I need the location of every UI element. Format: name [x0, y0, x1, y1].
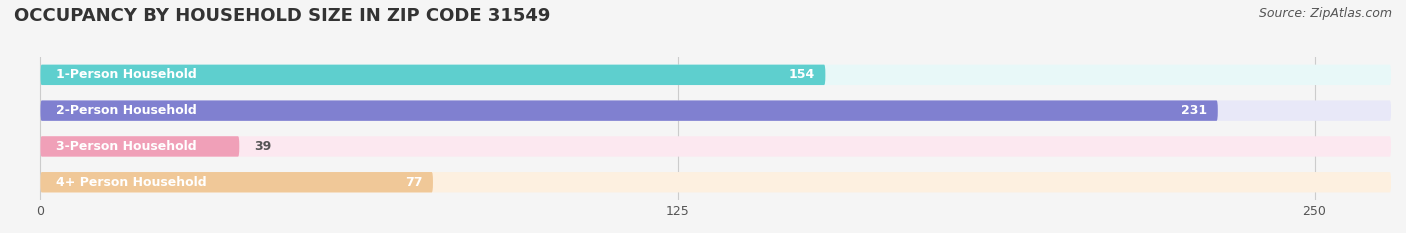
- FancyBboxPatch shape: [41, 136, 1391, 157]
- FancyBboxPatch shape: [41, 65, 825, 85]
- Text: 3-Person Household: 3-Person Household: [56, 140, 197, 153]
- FancyBboxPatch shape: [41, 65, 1391, 85]
- FancyBboxPatch shape: [41, 172, 433, 192]
- FancyBboxPatch shape: [41, 100, 1391, 121]
- Text: 231: 231: [1181, 104, 1208, 117]
- Text: OCCUPANCY BY HOUSEHOLD SIZE IN ZIP CODE 31549: OCCUPANCY BY HOUSEHOLD SIZE IN ZIP CODE …: [14, 7, 550, 25]
- FancyBboxPatch shape: [41, 100, 1218, 121]
- Text: 1-Person Household: 1-Person Household: [56, 68, 197, 81]
- Text: 77: 77: [405, 176, 423, 189]
- Text: 154: 154: [789, 68, 815, 81]
- Text: Source: ZipAtlas.com: Source: ZipAtlas.com: [1258, 7, 1392, 20]
- FancyBboxPatch shape: [41, 172, 1391, 192]
- Text: 39: 39: [254, 140, 271, 153]
- Text: 4+ Person Household: 4+ Person Household: [56, 176, 207, 189]
- Text: 2-Person Household: 2-Person Household: [56, 104, 197, 117]
- FancyBboxPatch shape: [41, 136, 239, 157]
